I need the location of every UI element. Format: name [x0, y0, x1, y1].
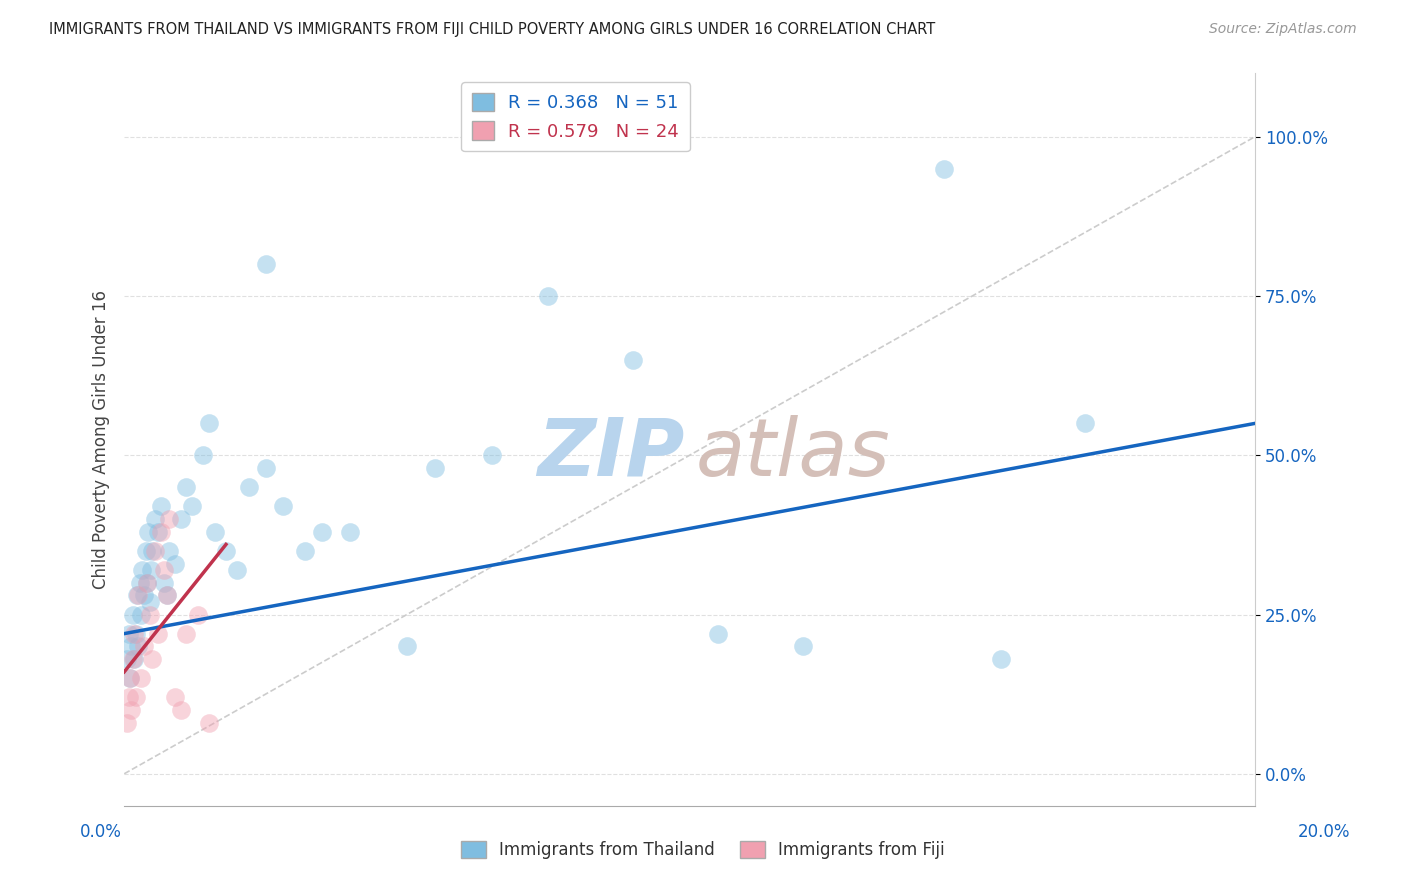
- Point: [215, 543, 238, 558]
- Point: [125, 588, 148, 602]
- Point: [481, 448, 503, 462]
- Point: [141, 652, 163, 666]
- Point: [176, 480, 198, 494]
- Point: [135, 575, 157, 590]
- Point: [124, 626, 146, 640]
- Point: [204, 524, 226, 539]
- Point: [141, 563, 163, 577]
- Point: [187, 607, 209, 622]
- Point: [193, 448, 215, 462]
- Point: [149, 499, 172, 513]
- Point: [124, 626, 146, 640]
- Point: [198, 715, 221, 730]
- Point: [132, 640, 155, 654]
- Point: [165, 557, 187, 571]
- Point: [146, 626, 169, 640]
- Text: atlas: atlas: [696, 415, 890, 493]
- Point: [792, 640, 814, 654]
- Point: [311, 524, 333, 539]
- Point: [120, 640, 142, 654]
- Text: IMMIGRANTS FROM THAILAND VS IMMIGRANTS FROM FIJI CHILD POVERTY AMONG GIRLS UNDER: IMMIGRANTS FROM THAILAND VS IMMIGRANTS F…: [49, 22, 935, 37]
- Point: [395, 640, 418, 654]
- Point: [124, 652, 146, 666]
- Point: [1074, 417, 1097, 431]
- Point: [138, 595, 160, 609]
- Point: [127, 588, 149, 602]
- Point: [121, 652, 143, 666]
- Point: [127, 640, 149, 654]
- Point: [138, 607, 160, 622]
- Point: [132, 588, 155, 602]
- Point: [156, 588, 179, 602]
- Point: [537, 289, 560, 303]
- Point: [170, 703, 193, 717]
- Text: 20.0%: 20.0%: [1298, 822, 1351, 840]
- Point: [141, 543, 163, 558]
- Point: [131, 563, 153, 577]
- Point: [156, 588, 179, 602]
- Point: [143, 543, 166, 558]
- Point: [254, 257, 277, 271]
- Point: [115, 652, 138, 666]
- Point: [136, 524, 159, 539]
- Point: [990, 652, 1012, 666]
- Point: [176, 626, 198, 640]
- Point: [115, 715, 138, 730]
- Point: [621, 352, 644, 367]
- Point: [181, 499, 204, 513]
- Point: [120, 703, 142, 717]
- Point: [149, 524, 172, 539]
- Point: [143, 512, 166, 526]
- Legend: Immigrants from Thailand, Immigrants from Fiji: Immigrants from Thailand, Immigrants fro…: [454, 834, 952, 866]
- Y-axis label: Child Poverty Among Girls Under 16: Child Poverty Among Girls Under 16: [93, 290, 110, 589]
- Legend: R = 0.368   N = 51, R = 0.579   N = 24: R = 0.368 N = 51, R = 0.579 N = 24: [461, 82, 690, 152]
- Point: [932, 161, 955, 176]
- Text: 0.0%: 0.0%: [80, 822, 122, 840]
- Point: [198, 417, 221, 431]
- Point: [159, 512, 181, 526]
- Point: [135, 543, 157, 558]
- Point: [294, 543, 316, 558]
- Point: [152, 563, 174, 577]
- Point: [121, 607, 143, 622]
- Text: Source: ZipAtlas.com: Source: ZipAtlas.com: [1209, 22, 1357, 37]
- Point: [129, 607, 152, 622]
- Point: [339, 524, 361, 539]
- Point: [170, 512, 193, 526]
- Point: [165, 690, 187, 705]
- Point: [254, 461, 277, 475]
- Point: [118, 626, 141, 640]
- Point: [152, 575, 174, 590]
- Point: [226, 563, 249, 577]
- Point: [118, 671, 141, 685]
- Point: [271, 499, 294, 513]
- Point: [118, 690, 141, 705]
- Point: [159, 543, 181, 558]
- Point: [135, 575, 157, 590]
- Point: [238, 480, 260, 494]
- Point: [129, 671, 152, 685]
- Point: [129, 575, 152, 590]
- Point: [118, 671, 141, 685]
- Point: [707, 626, 730, 640]
- Point: [146, 524, 169, 539]
- Point: [124, 690, 146, 705]
- Text: ZIP: ZIP: [537, 415, 683, 493]
- Point: [425, 461, 447, 475]
